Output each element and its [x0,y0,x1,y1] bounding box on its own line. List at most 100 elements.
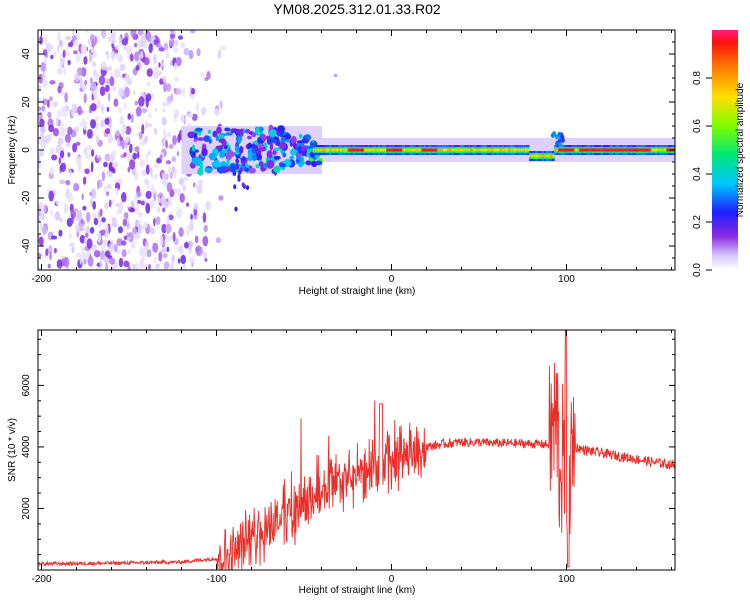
noise-speck [113,244,118,252]
noise-speck [75,224,80,233]
noise-speck [101,171,105,182]
noise-speck [167,95,172,104]
noise-speck [99,208,103,217]
noise-speck [196,48,201,57]
noise-speck [82,176,87,185]
noise-speck [145,190,152,200]
band-peak [358,148,362,152]
band-core [321,148,324,152]
band-peak [589,148,593,152]
noise-speck [112,162,117,168]
signal-blob [304,145,312,150]
band-core [491,148,494,152]
y-tick-label: 4000 [21,435,32,458]
band-peak [619,148,622,152]
noise-speck [121,249,127,258]
noise-speck [125,46,129,52]
band-core [520,148,524,152]
noise-speck [115,130,120,137]
noise-speck [169,262,174,270]
noise-speck [56,110,63,117]
noise-speck [94,36,97,45]
signal-blob [195,127,203,132]
noise-speck [204,257,208,262]
band-halo [528,138,533,162]
band-peak [666,148,670,152]
signal-blob [560,134,565,140]
noise-speck [174,62,177,71]
band-peak [388,148,392,152]
signal-streak [232,171,236,176]
noise-speck [154,162,158,169]
noise-speck [108,243,114,254]
noise-speck [58,157,62,165]
noise-speck [136,191,142,198]
band-core [344,148,347,152]
noise-speck [100,120,104,128]
noise-speck [143,221,148,229]
noise-speck [82,205,87,211]
band-core [485,148,488,152]
signal-blob [218,166,224,174]
noise-speck [176,188,182,197]
band-core [497,148,500,152]
noise-speck [67,152,71,158]
noise-speck [39,201,44,209]
snr-marks [38,330,675,570]
noise-speck [106,157,109,162]
noise-speck [153,128,158,135]
noise-speck [59,58,65,66]
noise-speck [74,126,80,132]
noise-speck [220,45,227,51]
band-core [329,148,332,152]
noise-speck [153,256,157,264]
noise-speck [73,40,79,47]
noise-speck [49,96,53,102]
noise-speck [55,200,60,205]
noise-speck [59,122,65,132]
noise-speck [170,93,174,102]
noise-speck [173,167,177,178]
noise-speck [86,211,91,223]
signal-blob [273,165,281,173]
band-core [518,148,521,152]
noise-speck [58,217,64,223]
signal-blob [279,141,287,150]
signal-blob [281,136,286,143]
band-core [512,148,515,152]
noise-speck [84,168,90,175]
noise-speck [64,92,68,103]
band-core [478,148,482,152]
noise-speck [92,212,97,220]
noise-speck [79,77,83,88]
signal-blob [268,129,277,138]
noise-speck [131,240,136,247]
noise-speck [148,123,152,128]
noise-speck [195,245,202,256]
noise-speck [75,155,82,166]
noise-speck [154,173,158,180]
noise-speck [188,49,194,60]
noise-speck [90,161,94,173]
noise-speck [38,236,44,247]
noise-speck [153,242,159,253]
band-peak [560,148,564,152]
noise-speck [178,227,184,237]
x-tick-label: 100 [558,574,575,585]
band-core [545,154,549,158]
noise-speck [178,244,184,255]
noise-speck [161,101,168,107]
noise-speck [140,51,144,59]
noise-speck [63,203,69,214]
noise-speck [77,165,82,172]
noise-speck [104,84,110,93]
noise-speck [124,136,130,143]
band-peak [396,148,400,152]
spectrogram-x-label: Height of straight line (km) [299,286,416,297]
noise-speck [162,253,168,259]
signal-streak [233,184,237,190]
noise-speck [145,96,149,108]
noise-speck [177,258,181,264]
noise-speck [219,100,223,109]
